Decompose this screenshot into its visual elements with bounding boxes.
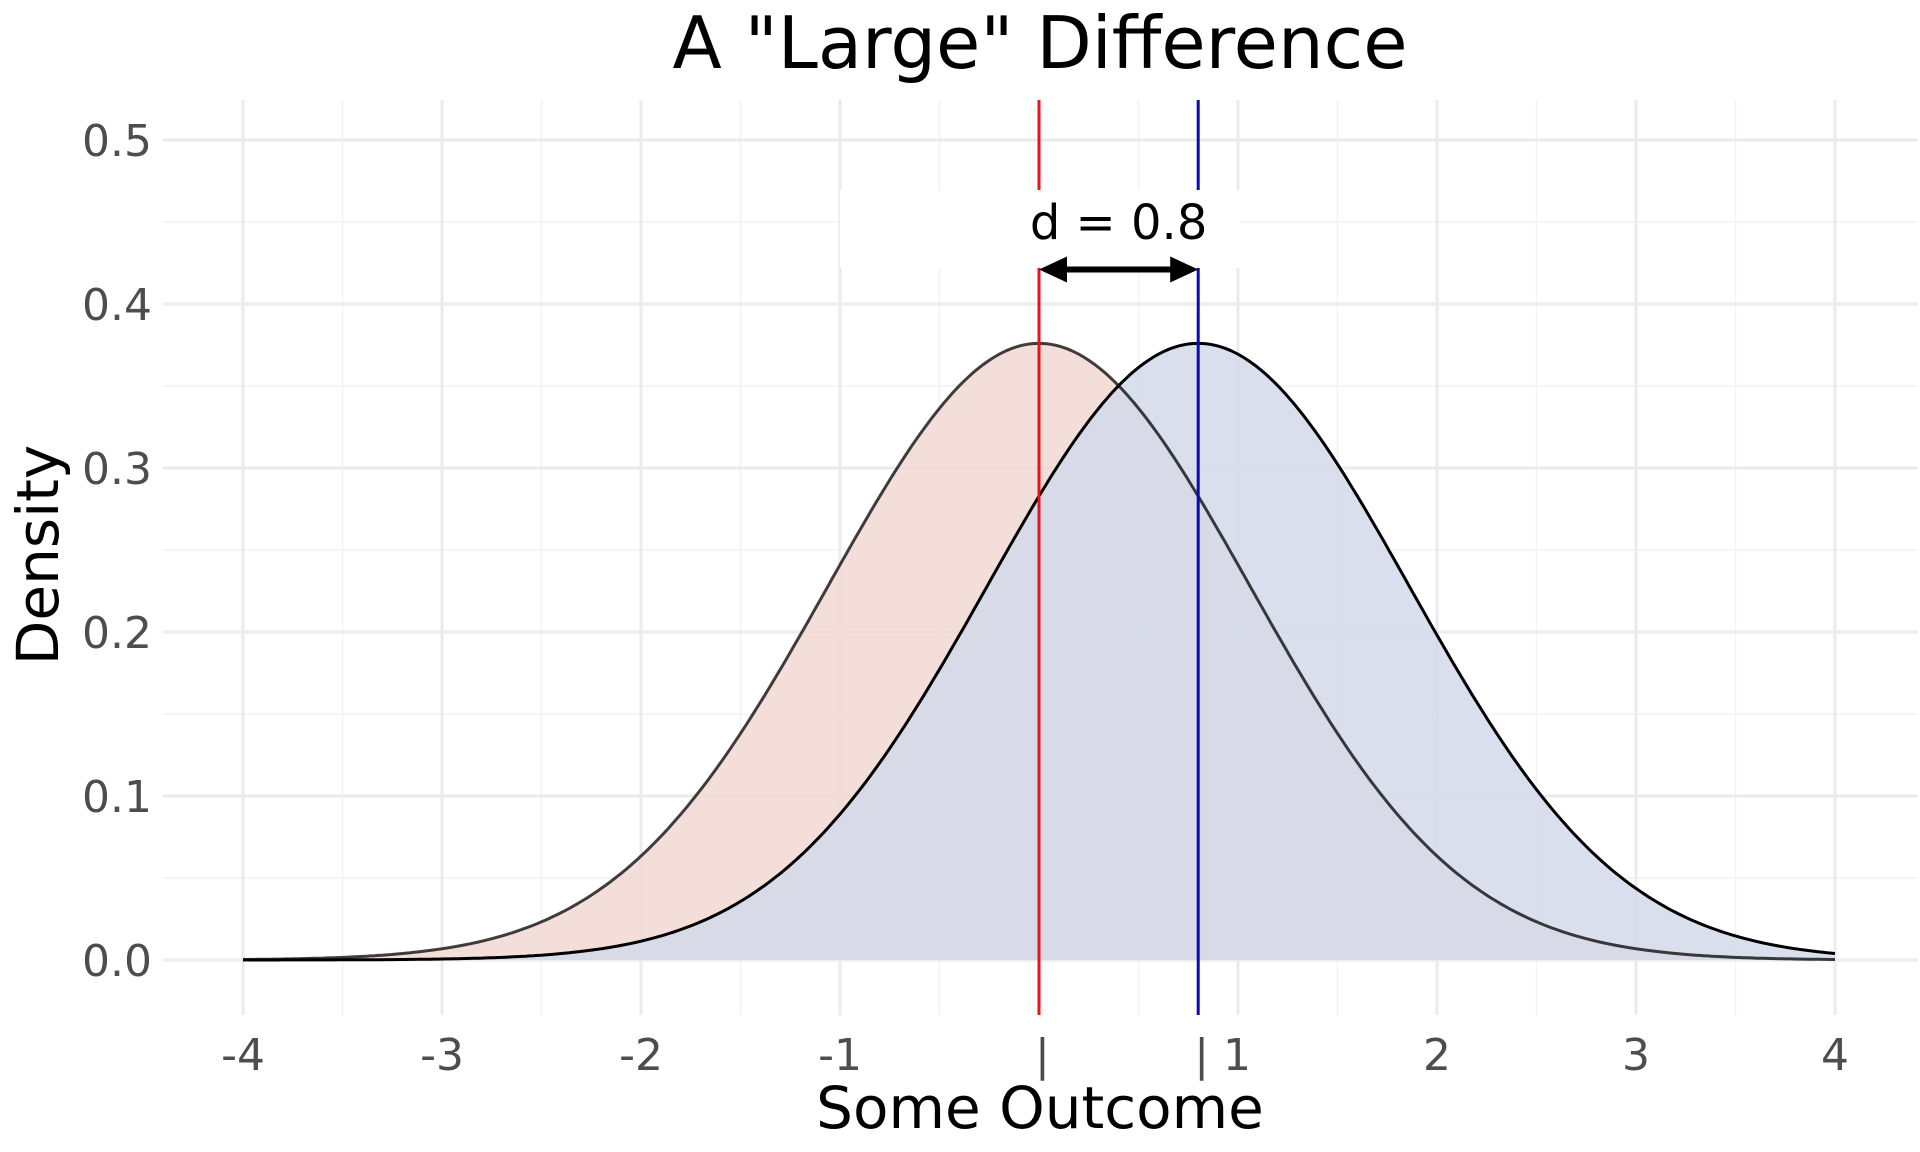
y-axis-title: Density <box>4 445 72 666</box>
x-tick-label: 4 <box>1821 1030 1849 1081</box>
x-tick-label: 3 <box>1622 1030 1650 1081</box>
difference-annotation: d = 0.8 <box>840 190 1240 283</box>
x-axis-ticks: -4 -3 -2 -1 | | 1 2 3 4 <box>221 1030 1849 1081</box>
y-tick-label: 0.3 <box>82 444 152 495</box>
y-tick-label: 0.1 <box>82 772 152 823</box>
x-tick-label: -3 <box>420 1030 464 1081</box>
x-tick-label: -4 <box>221 1030 265 1081</box>
annotation-label: d = 0.8 <box>1030 195 1208 251</box>
y-tick-label: 0.2 <box>82 608 152 659</box>
chart-title: A "Large" Difference <box>672 1 1407 85</box>
x-tick-label: 2 <box>1423 1030 1451 1081</box>
x-axis-title: Some Outcome <box>816 1074 1264 1142</box>
y-tick-label: 0.0 <box>82 936 152 987</box>
x-tick-label: | 1 <box>1194 1030 1251 1081</box>
x-tick-label: -1 <box>818 1030 862 1081</box>
x-tick-label: -2 <box>619 1030 663 1081</box>
x-tick-label: | <box>1035 1030 1050 1081</box>
y-axis-ticks: 0.0 0.1 0.2 0.3 0.4 0.5 <box>82 116 152 987</box>
arrowhead-left-icon <box>1039 256 1067 283</box>
arrowhead-right-icon <box>1170 256 1199 283</box>
y-tick-label: 0.4 <box>82 280 152 331</box>
y-tick-label: 0.5 <box>82 116 152 167</box>
annotation-label-background <box>840 190 1240 268</box>
